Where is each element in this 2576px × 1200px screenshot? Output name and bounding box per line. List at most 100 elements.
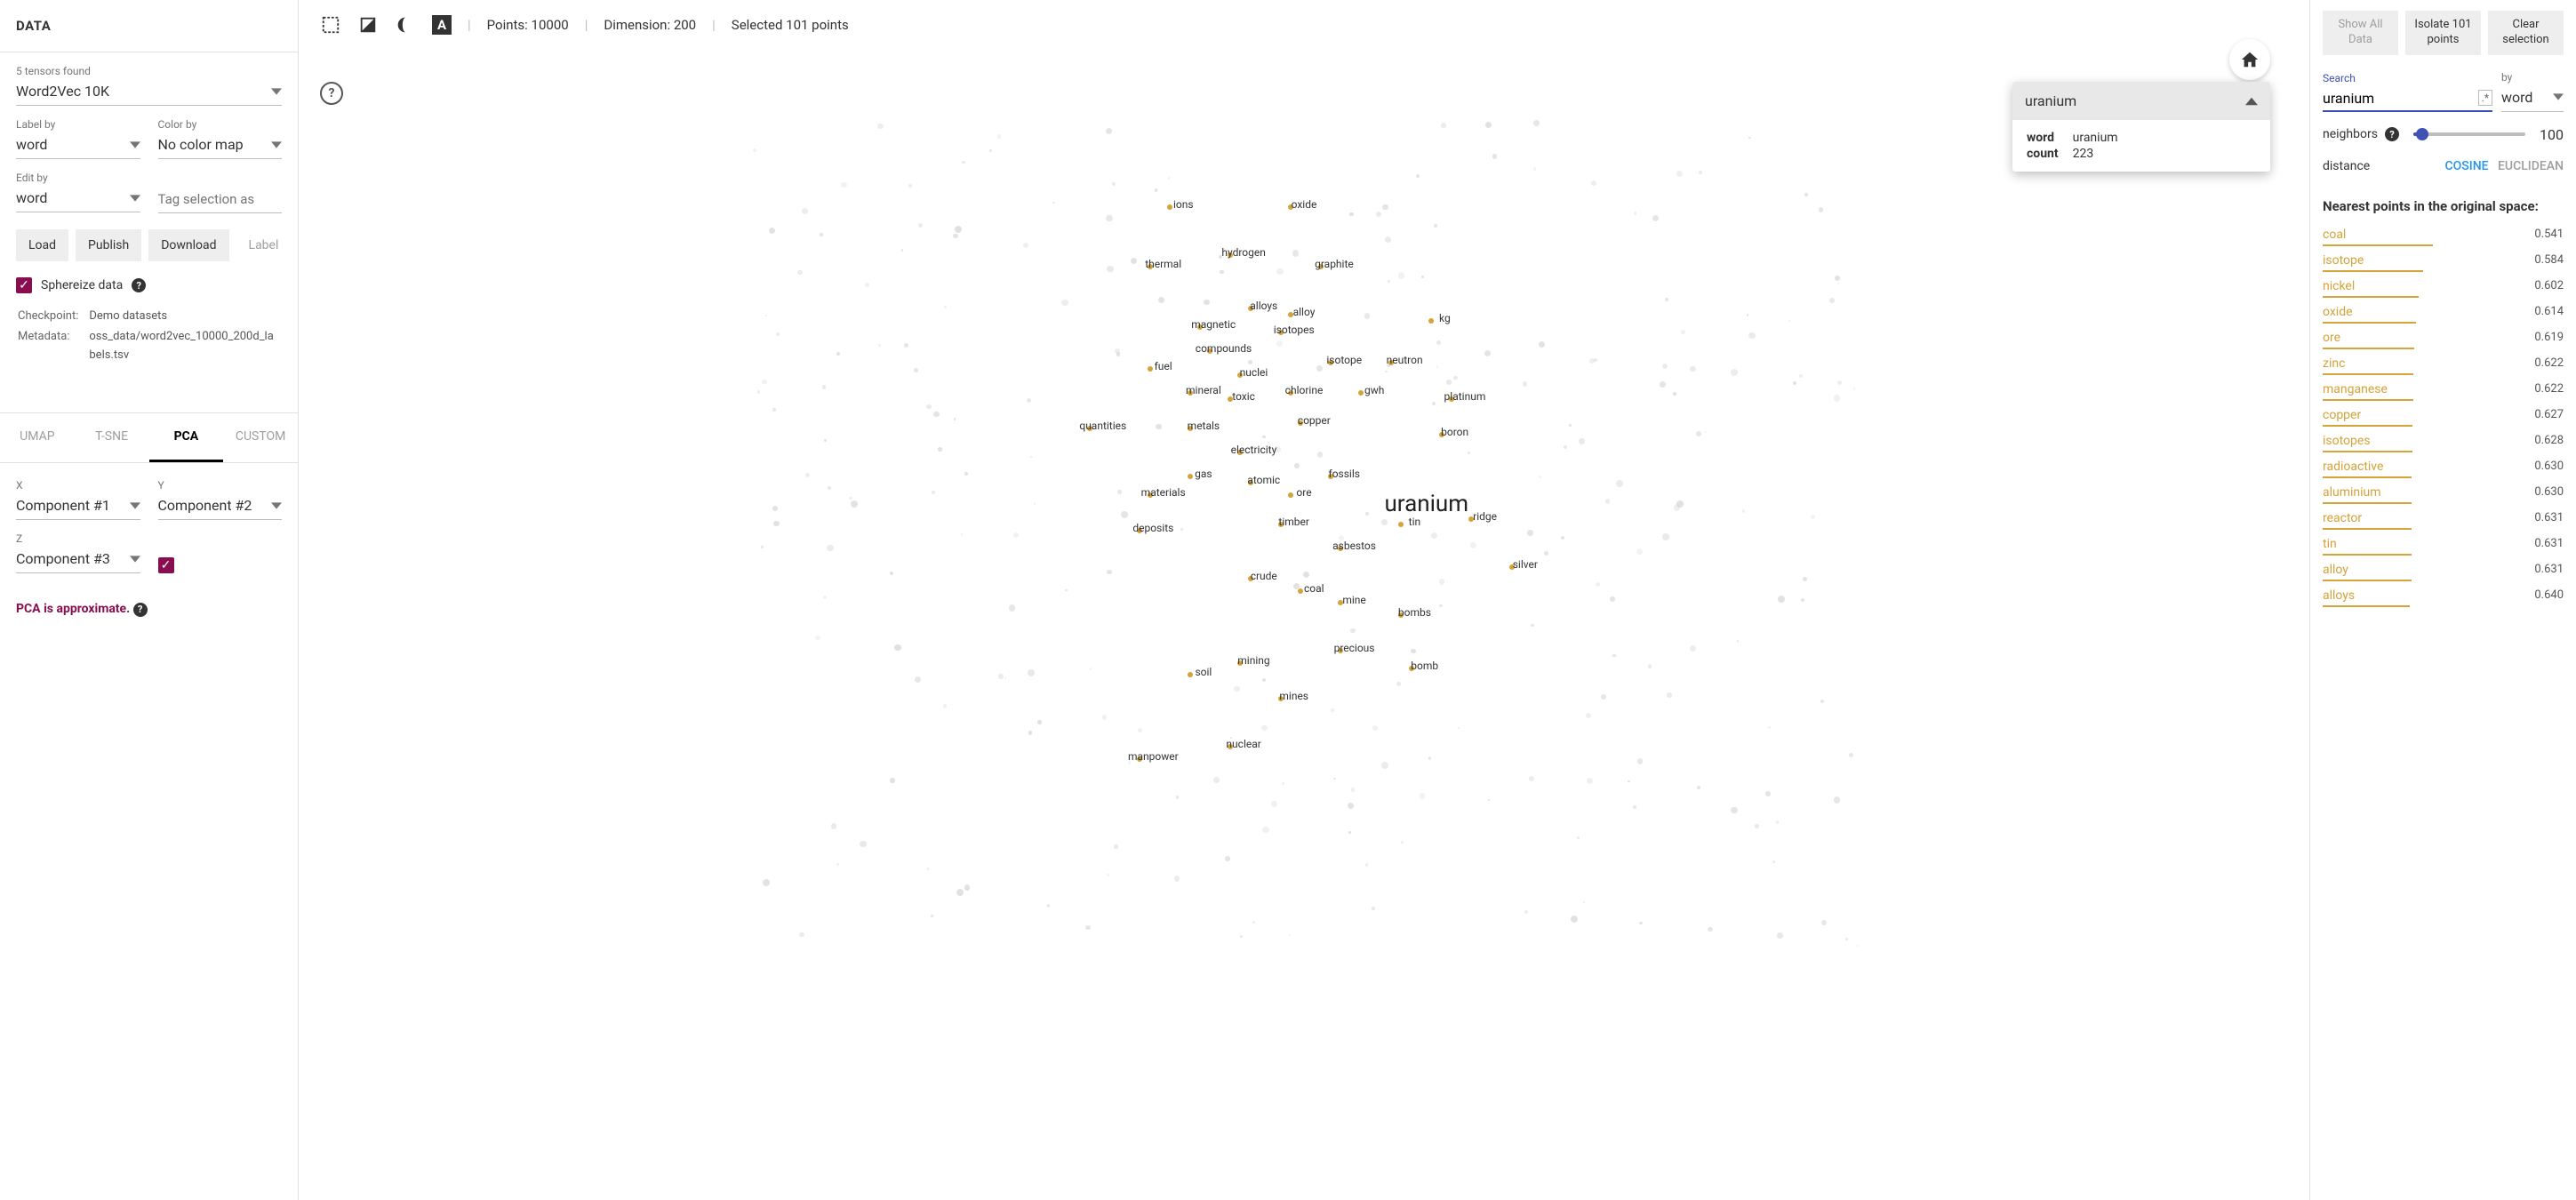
cosine-button[interactable]: COSINE	[2445, 159, 2489, 173]
point-label: metals	[1188, 420, 1220, 432]
isolate-button[interactable]: Isolate 101 points	[2405, 11, 2481, 55]
label-by-label: Label by	[16, 118, 140, 131]
search-by-select[interactable]: word	[2501, 85, 2564, 112]
nearest-item[interactable]: manganese0.622	[2323, 380, 2564, 399]
chevron-down-icon	[271, 140, 282, 150]
point-label: silver	[1513, 558, 1538, 571]
tab-umap[interactable]: UMAP	[0, 413, 75, 462]
point-label: fossils	[1329, 468, 1360, 480]
chevron-down-icon	[130, 140, 140, 150]
euclidean-button[interactable]: EUCLIDEAN	[2498, 159, 2564, 173]
nearest-item[interactable]: isotopes0.628	[2323, 431, 2564, 451]
label-by-select[interactable]: word	[16, 132, 140, 159]
point-label: quantities	[1079, 420, 1126, 432]
nearest-item[interactable]: reactor0.631	[2323, 508, 2564, 528]
nearest-item[interactable]: nickel0.602	[2323, 276, 2564, 296]
home-icon	[2240, 50, 2260, 69]
point-label: isotopes	[1274, 324, 1315, 336]
point-label: hydrogen	[1221, 246, 1266, 259]
help-icon[interactable]: ?	[133, 603, 148, 617]
nearest-item[interactable]: alloy0.631	[2323, 560, 2564, 580]
nearest-item[interactable]: oxide0.614	[2323, 302, 2564, 322]
edit-by-select[interactable]: word	[16, 186, 140, 212]
nearest-item[interactable]: isotope0.584	[2323, 251, 2564, 270]
nearest-item[interactable]: ore0.619	[2323, 328, 2564, 348]
point-label: magnetic	[1191, 318, 1236, 331]
home-button[interactable]	[2229, 39, 2270, 80]
point-tooltip: uranium worduranium count223	[2012, 82, 2270, 172]
sphereize-checkbox[interactable]: ✓	[16, 277, 32, 293]
metadata-table: Checkpoint:Demo datasets Metadata:oss_da…	[16, 306, 282, 366]
search-input[interactable]	[2323, 86, 2475, 110]
point-label: mine	[1342, 594, 1365, 606]
distance-label: distance	[2323, 159, 2370, 173]
show-all-button[interactable]: Show All Data	[2323, 11, 2398, 55]
nearest-item[interactable]: coal0.541	[2323, 225, 2564, 244]
label-button[interactable]: Label	[236, 229, 292, 261]
selected-count: Selected 101 points	[732, 17, 849, 33]
point-label: mines	[1279, 690, 1308, 702]
nearest-item[interactable]: radioactive0.630	[2323, 457, 2564, 476]
labels-icon[interactable]: A	[432, 15, 452, 35]
nearest-item[interactable]: copper0.627	[2323, 405, 2564, 425]
scatter-viewport[interactable]: A | Points: 10000 | Dimension: 200 | Sel…	[299, 0, 2309, 1200]
nearest-item[interactable]: alloys0.640	[2323, 586, 2564, 605]
point-label: deposits	[1132, 522, 1173, 534]
tab-pca[interactable]: PCA	[149, 413, 224, 462]
download-button[interactable]: Download	[148, 229, 228, 261]
night-icon[interactable]	[395, 14, 416, 36]
nearest-points-title: Nearest points in the original space:	[2323, 198, 2564, 214]
nearest-item[interactable]: aluminium0.630	[2323, 483, 2564, 502]
nearest-item[interactable]: tin0.631	[2323, 534, 2564, 554]
point-label: chlorine	[1285, 384, 1324, 396]
point-label: kg	[1439, 312, 1451, 324]
load-button[interactable]: Load	[16, 229, 68, 261]
points-count: Points: 10000	[487, 17, 569, 33]
color-by-select[interactable]: No color map	[158, 132, 283, 159]
point-label: oxide	[1292, 198, 1317, 211]
point-label: soil	[1195, 666, 1212, 678]
sphereize-label: Sphereize data	[41, 278, 123, 292]
point-label: timber	[1278, 516, 1309, 528]
clear-selection-button[interactable]: Clear selection	[2488, 11, 2564, 55]
toolbar: A | Points: 10000 | Dimension: 200 | Sel…	[320, 14, 849, 36]
chevron-down-icon	[130, 193, 140, 204]
point-label: asbestos	[1332, 540, 1376, 552]
x-component-select[interactable]: Component #1	[16, 493, 140, 520]
exposure-icon[interactable]	[357, 14, 379, 36]
point-label: bombs	[1398, 606, 1431, 619]
point-label: manpower	[1128, 750, 1179, 763]
help-button[interactable]: ?	[320, 82, 343, 105]
neighbors-value: 100	[2540, 126, 2564, 143]
publish-button[interactable]: Publish	[76, 229, 141, 261]
point-label: coal	[1304, 582, 1324, 595]
neighbors-label: neighbors	[2323, 127, 2378, 141]
tensor-select[interactable]: Word2Vec 10K	[16, 79, 282, 106]
data-panel: DATA 5 tensors found Word2Vec 10K Label …	[0, 0, 299, 1200]
help-icon[interactable]: ?	[2385, 127, 2399, 141]
point-label: electricity	[1231, 444, 1277, 456]
chevron-up-icon[interactable]	[2245, 95, 2258, 108]
tensor-value: Word2Vec 10K	[16, 83, 109, 100]
y-component-select[interactable]: Component #2	[158, 493, 283, 520]
neighbors-slider[interactable]	[2413, 132, 2525, 136]
nearest-item[interactable]: zinc0.622	[2323, 354, 2564, 373]
tooltip-title: uranium	[2025, 92, 2076, 109]
z-enable-checkbox[interactable]: ✓	[158, 557, 174, 573]
point-label: compounds	[1196, 342, 1252, 355]
tag-input[interactable]	[158, 186, 283, 213]
tab-t-sne[interactable]: T-SNE	[75, 413, 149, 462]
regex-toggle[interactable]: .*	[2478, 90, 2492, 106]
tab-custom[interactable]: CUSTOM	[223, 413, 298, 462]
point-label: graphite	[1315, 258, 1354, 270]
point-label: gwh	[1364, 384, 1384, 396]
z-component-select[interactable]: Component #3	[16, 547, 140, 573]
dimension-count: Dimension: 200	[604, 17, 696, 33]
point-label: copper	[1298, 414, 1331, 427]
help-icon[interactable]: ?	[132, 278, 146, 292]
point-label: toxic	[1232, 390, 1255, 403]
point-label: mining	[1237, 654, 1269, 667]
chevron-down-icon	[2553, 92, 2564, 102]
select-rect-icon[interactable]	[320, 14, 341, 36]
chevron-down-icon	[130, 554, 140, 564]
